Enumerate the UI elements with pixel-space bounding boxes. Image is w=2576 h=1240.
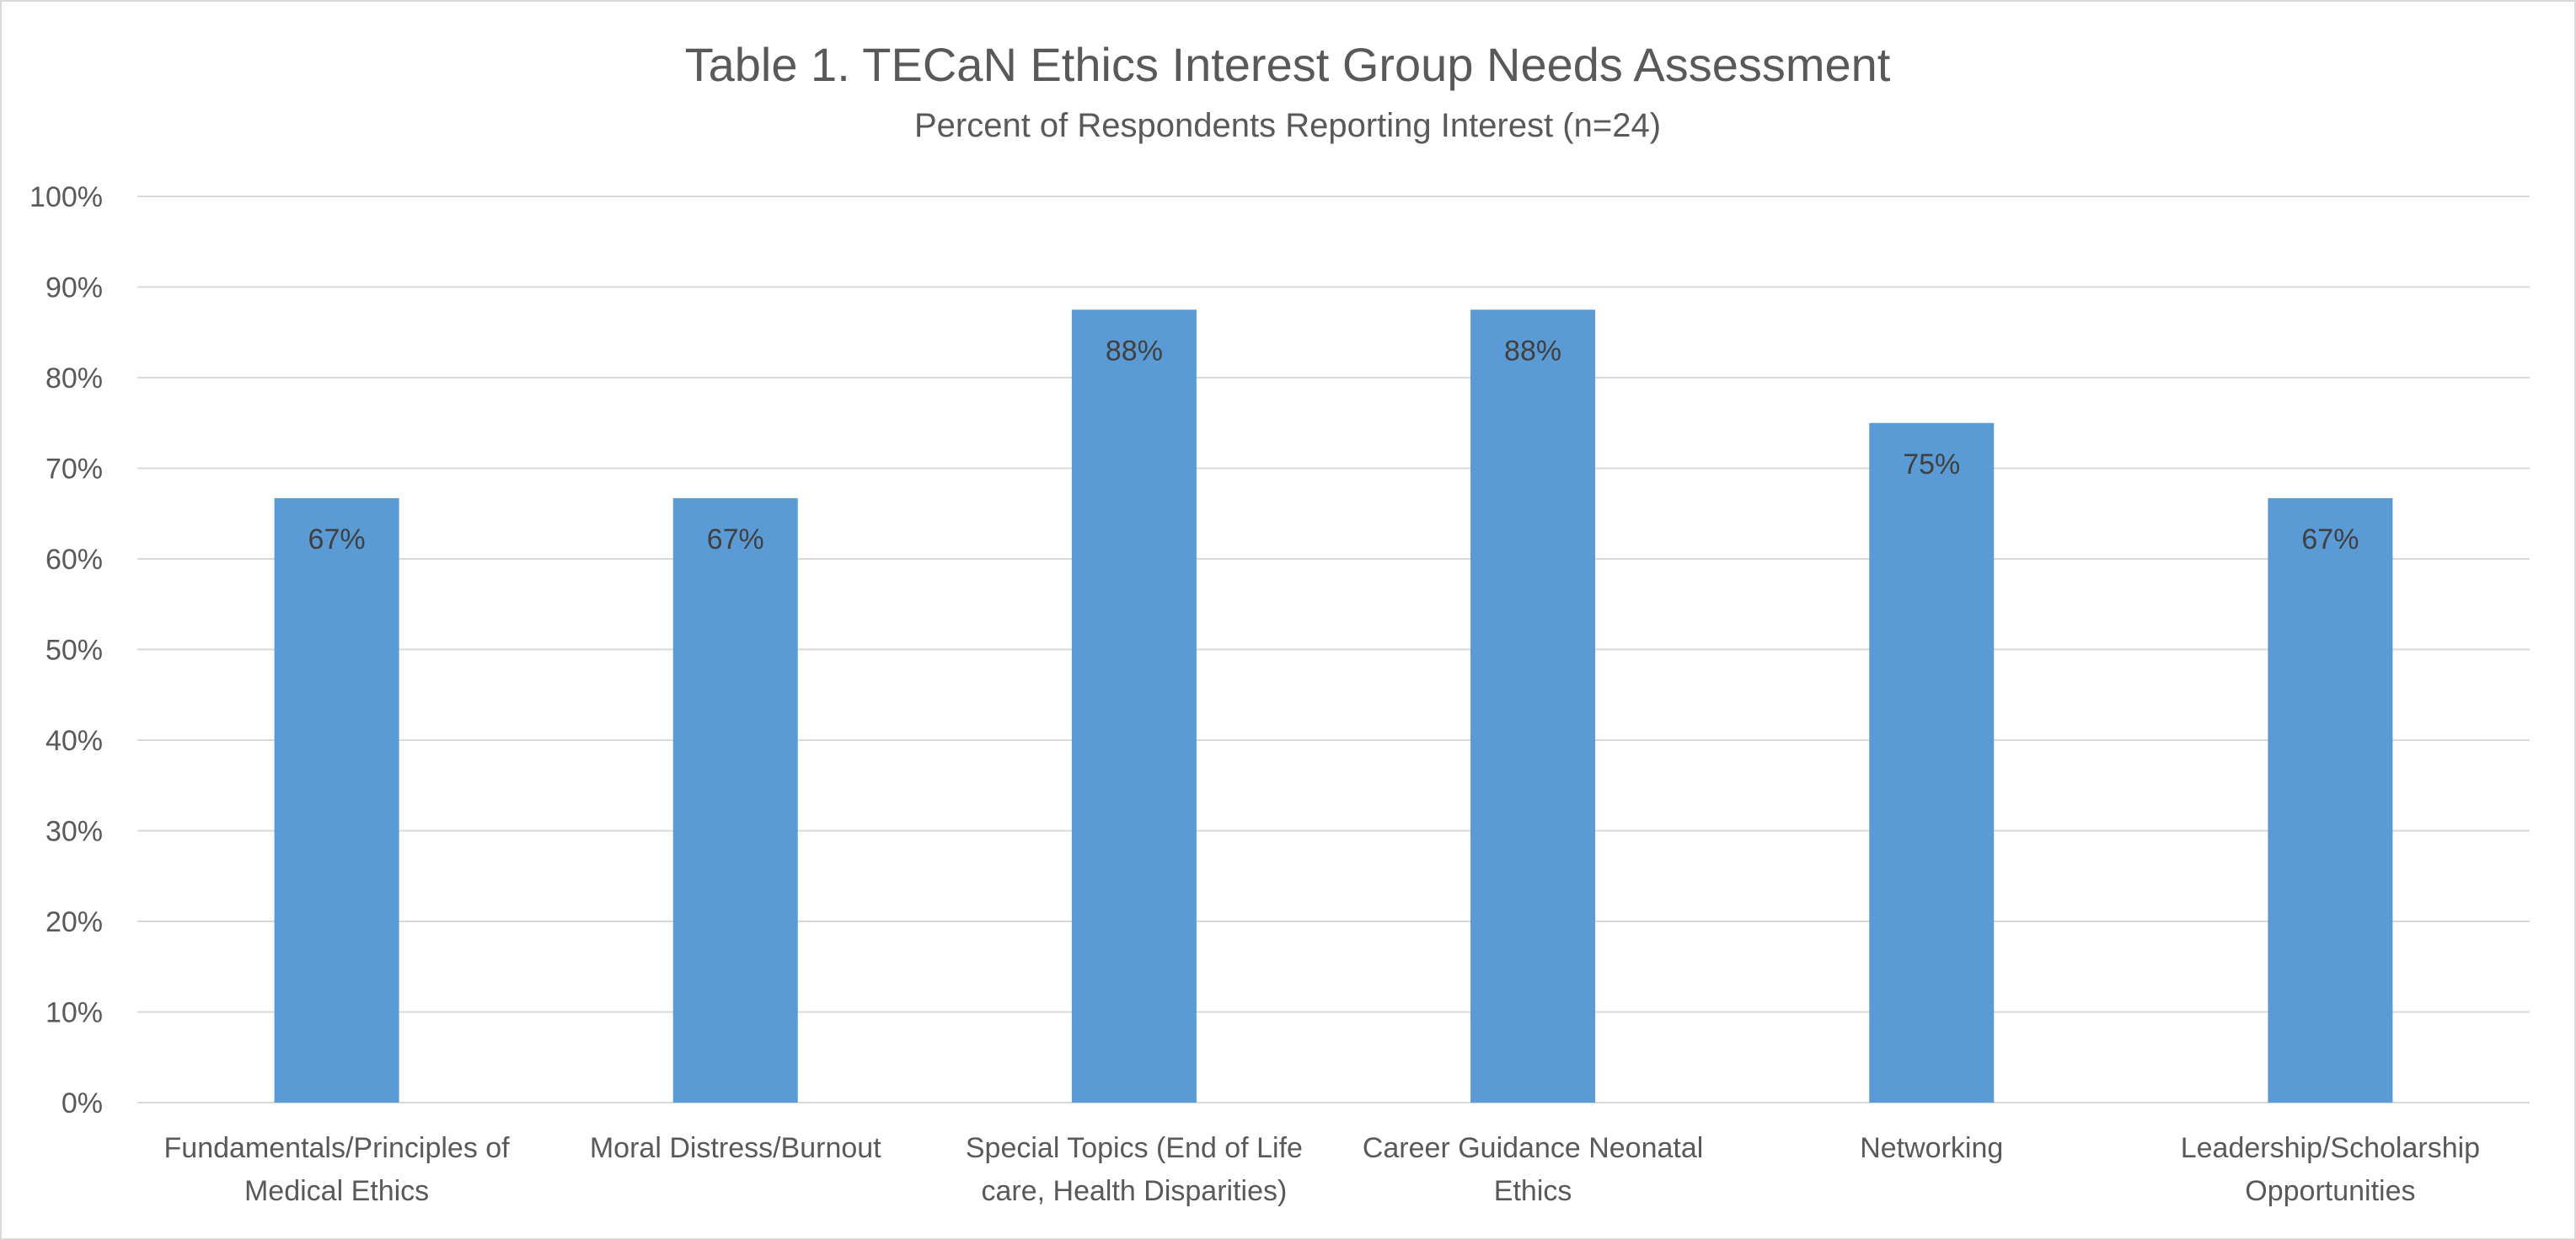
- bars: [274, 309, 2393, 1103]
- gridlines: [137, 196, 2530, 1103]
- y-tick-label: 0%: [62, 1087, 103, 1119]
- x-tick-label: Career Guidance Neonatal Ethics: [1363, 1132, 1703, 1207]
- data-label: 88%: [1504, 335, 1561, 367]
- x-axis: Fundamentals/Principles of Medical Ethics…: [164, 1132, 2481, 1207]
- data-label: 67%: [308, 523, 366, 556]
- y-tick-label: 70%: [46, 454, 103, 486]
- bar: [274, 497, 399, 1103]
- x-tick-label: Networking: [1860, 1132, 2003, 1164]
- y-tick-label: 30%: [46, 816, 103, 848]
- y-tick-label: 10%: [46, 997, 103, 1029]
- data-label: 88%: [1106, 335, 1163, 367]
- x-tick-label: Fundamentals/Principles of Medical Ethics: [164, 1132, 511, 1207]
- y-tick-label: 50%: [46, 635, 103, 667]
- data-labels: 67% 67% 88% 88% 75% 67%: [308, 335, 2359, 556]
- y-tick-label: 80%: [46, 362, 103, 395]
- data-label: 67%: [2301, 523, 2359, 556]
- x-tick-label: Moral Distress/Burnout: [590, 1132, 881, 1164]
- bar: [1869, 422, 1995, 1103]
- bar: [1470, 309, 1596, 1103]
- y-tick-label: 90%: [46, 272, 103, 304]
- y-axis: 0% 10% 20% 30% 40% 50% 60% 70% 80% 90% 100%: [29, 181, 103, 1119]
- bar: [1071, 309, 1197, 1103]
- bar: [2268, 497, 2393, 1103]
- data-label: 67%: [707, 523, 764, 556]
- y-tick-label: 40%: [46, 725, 103, 757]
- x-tick-label: Special Topics (End of Life care, Health …: [966, 1132, 1303, 1207]
- chart-title: Table 1. TECaN Ethics Interest Group Nee…: [685, 38, 1891, 91]
- chart-subtitle: Percent of Respondents Reporting Interes…: [914, 107, 1661, 144]
- y-tick-label: 20%: [46, 906, 103, 938]
- y-tick-label: 60%: [46, 544, 103, 576]
- x-tick-label: Leadership/Scholarship Opportunities: [2181, 1132, 2480, 1207]
- bar: [672, 497, 798, 1103]
- y-tick-label: 100%: [29, 181, 103, 213]
- data-label: 75%: [1903, 448, 1960, 480]
